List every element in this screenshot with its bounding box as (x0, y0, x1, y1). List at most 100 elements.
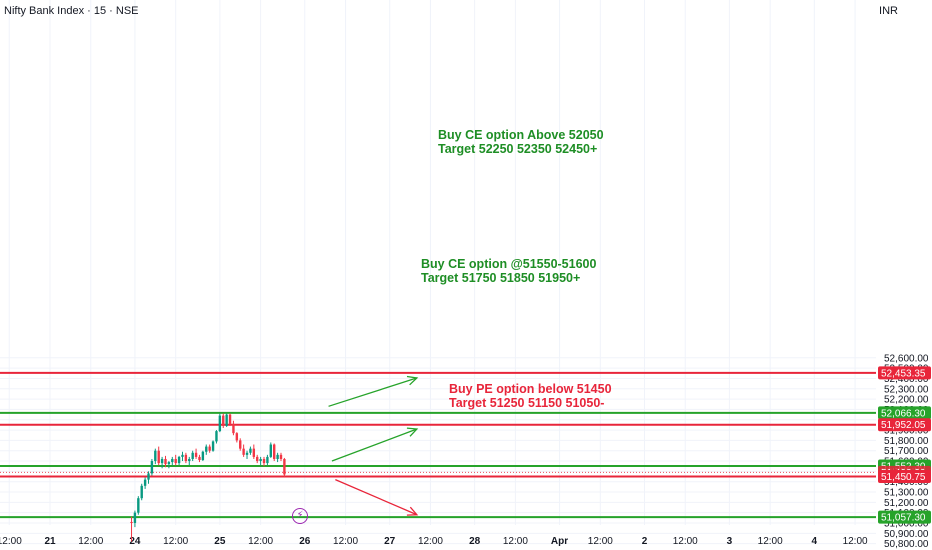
candle-body[interactable] (137, 498, 140, 513)
annotation-buy-pe-below: Buy PE option below 51450 Target 51250 5… (449, 382, 612, 410)
candle-body[interactable] (225, 414, 228, 426)
x-tick-label: 12:00 (588, 536, 613, 547)
annotation-line: Buy CE option @51550-51600 (421, 257, 597, 271)
annotation-line: Target 51250 51150 51050- (449, 396, 605, 410)
x-tick-label: 4 (812, 536, 818, 547)
trend-arrow-line[interactable] (328, 377, 418, 407)
price-level-badge-label: 51,952.05 (881, 420, 926, 431)
candle-body[interactable] (171, 458, 174, 463)
y-tick-label: 50,800.00 (884, 539, 929, 550)
candle-body[interactable] (283, 458, 286, 475)
trend-arrow-line[interactable] (335, 479, 418, 516)
candle-body[interactable] (133, 512, 137, 523)
x-tick-label: 21 (44, 536, 56, 547)
x-tick-label: 3 (727, 536, 733, 547)
y-tick-label: 51,700.00 (884, 446, 929, 457)
x-tick-label: 26 (299, 536, 311, 547)
y-tick-label: 52,600.00 (884, 353, 929, 364)
candle-body[interactable] (130, 521, 133, 523)
candle-body[interactable] (222, 415, 225, 426)
candle-body[interactable] (235, 433, 239, 441)
candle-body[interactable] (259, 458, 262, 462)
x-tick-label: 12:00 (0, 536, 22, 547)
candle-body[interactable] (157, 450, 160, 464)
price-level-badge-label: 51,450.75 (881, 472, 926, 483)
annotation-buy-ce-range: Buy CE option @51550-51600 Target 51750 … (421, 257, 596, 285)
candle-body[interactable] (188, 458, 191, 462)
candle-body[interactable] (266, 456, 269, 464)
candle-body[interactable] (232, 423, 235, 434)
candle-body[interactable] (191, 452, 194, 459)
arrow-head (406, 427, 419, 437)
price-level-badge (878, 510, 931, 524)
arrow-head (406, 506, 419, 516)
candle-body[interactable] (198, 456, 201, 461)
candle-body[interactable] (147, 473, 150, 480)
annotation-line: Target 52250 52350 52450+ (438, 142, 598, 156)
x-tick-label: 12:00 (78, 536, 103, 547)
x-tick-label: 28 (469, 536, 481, 547)
candle-body[interactable] (167, 462, 171, 465)
y-tick-label: 52,400.00 (884, 374, 929, 385)
candle-body[interactable] (242, 448, 245, 455)
candle-body[interactable] (150, 461, 154, 474)
candle-body[interactable] (215, 431, 218, 442)
candle-body[interactable] (154, 450, 157, 462)
x-tick-label: 12:00 (503, 536, 528, 547)
x-tick-label: 12:00 (163, 536, 188, 547)
x-tick-label: 27 (384, 536, 396, 547)
y-tick-label: 51,200.00 (884, 498, 929, 509)
candle-body[interactable] (140, 485, 143, 499)
candle-body[interactable] (177, 456, 181, 464)
candle-body[interactable] (249, 448, 252, 453)
y-tick-label: 51,300.00 (884, 488, 929, 499)
candle-body[interactable] (205, 446, 208, 452)
annotation-line: Buy CE option Above 52050 (438, 128, 604, 142)
x-tick-label: 12:00 (418, 536, 443, 547)
x-tick-label: 12:00 (248, 536, 273, 547)
price-level-badge (878, 418, 931, 432)
candle-body[interactable] (143, 479, 147, 486)
trend-arrow-line[interactable] (331, 428, 418, 462)
price-level-badge-label: 51,057.30 (881, 513, 926, 524)
annotation-line: Buy PE option below 51450 (449, 382, 612, 396)
annotation-line: Target 51750 51850 51950+ (421, 271, 581, 285)
price-level-badge (878, 366, 931, 380)
candle-body[interactable] (194, 452, 198, 457)
x-tick-label: 24 (129, 536, 141, 547)
x-tick-label: 12:00 (673, 536, 698, 547)
candle-body[interactable] (160, 458, 164, 464)
candle-body[interactable] (245, 452, 249, 455)
x-tick-label: 12:00 (333, 536, 358, 547)
candle-body[interactable] (279, 454, 283, 459)
candle-body[interactable] (262, 458, 266, 464)
y-tick-label: 52,200.00 (884, 395, 929, 406)
y-tick-label: 52,300.00 (884, 384, 929, 395)
x-tick-label: 12:00 (758, 536, 783, 547)
candle-body[interactable] (273, 444, 276, 459)
y-tick-label: 51,800.00 (884, 436, 929, 447)
candle-body[interactable] (256, 456, 259, 462)
candle-body[interactable] (208, 446, 211, 451)
candle-body[interactable] (201, 451, 205, 461)
chart-title: Nifty Bank Index · 15 · NSE (4, 5, 139, 17)
candle-body[interactable] (164, 458, 167, 465)
x-tick-label: Apr (551, 536, 568, 547)
candle-body[interactable] (184, 454, 188, 462)
candle-body[interactable] (252, 448, 256, 457)
candle-body[interactable] (239, 440, 242, 449)
y-tick-label: 50,900.00 (884, 529, 929, 540)
candle-body[interactable] (181, 454, 184, 457)
lightning-bolt-icon[interactable]: ⚡ (292, 508, 308, 524)
candle-body[interactable] (276, 454, 279, 459)
candle-body[interactable] (211, 441, 215, 451)
price-level-badge-label: 52,066.30 (881, 408, 926, 419)
x-tick-label: 2 (642, 536, 648, 547)
candle-body[interactable] (218, 415, 222, 432)
candle-body[interactable] (174, 458, 177, 464)
price-level-badge-label: 52,453.35 (881, 368, 926, 379)
candle-body[interactable] (269, 444, 273, 457)
candle-body[interactable] (228, 414, 232, 424)
